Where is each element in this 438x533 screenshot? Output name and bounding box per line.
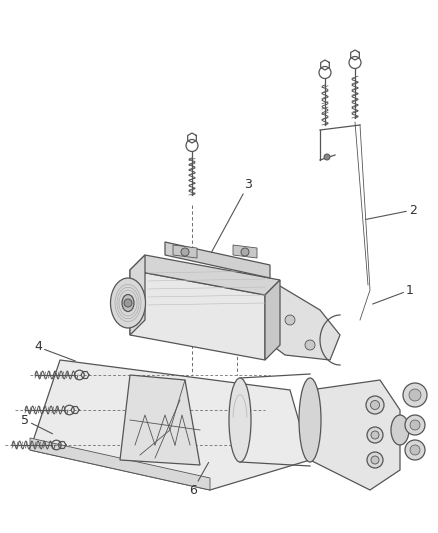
Circle shape <box>366 396 384 414</box>
Circle shape <box>241 248 249 256</box>
Text: 3: 3 <box>211 179 252 253</box>
Circle shape <box>367 452 383 468</box>
Circle shape <box>124 299 132 307</box>
Circle shape <box>181 248 189 256</box>
Text: 1: 1 <box>373 284 414 304</box>
Circle shape <box>405 415 425 435</box>
Ellipse shape <box>122 295 134 311</box>
Circle shape <box>403 383 427 407</box>
Polygon shape <box>233 245 257 258</box>
Circle shape <box>371 400 379 409</box>
Polygon shape <box>120 375 200 465</box>
Circle shape <box>367 427 383 443</box>
Polygon shape <box>130 255 145 335</box>
Circle shape <box>405 440 425 460</box>
Polygon shape <box>310 380 400 490</box>
Ellipse shape <box>229 378 251 462</box>
Circle shape <box>410 445 420 455</box>
Polygon shape <box>265 280 280 360</box>
Text: 6: 6 <box>189 463 208 497</box>
Ellipse shape <box>110 278 145 328</box>
Text: 2: 2 <box>366 204 417 220</box>
Polygon shape <box>165 242 270 278</box>
Text: 5: 5 <box>21 414 53 434</box>
Ellipse shape <box>391 415 409 445</box>
Polygon shape <box>30 360 310 490</box>
Circle shape <box>410 420 420 430</box>
Text: 4: 4 <box>34 341 75 361</box>
Polygon shape <box>173 245 197 258</box>
Circle shape <box>371 431 379 439</box>
Circle shape <box>409 389 421 401</box>
Polygon shape <box>30 438 210 490</box>
Circle shape <box>324 154 330 160</box>
Circle shape <box>371 456 379 464</box>
Ellipse shape <box>299 378 321 462</box>
Circle shape <box>305 340 315 350</box>
Circle shape <box>285 315 295 325</box>
Polygon shape <box>130 270 265 360</box>
Polygon shape <box>265 280 340 360</box>
Polygon shape <box>130 255 280 295</box>
